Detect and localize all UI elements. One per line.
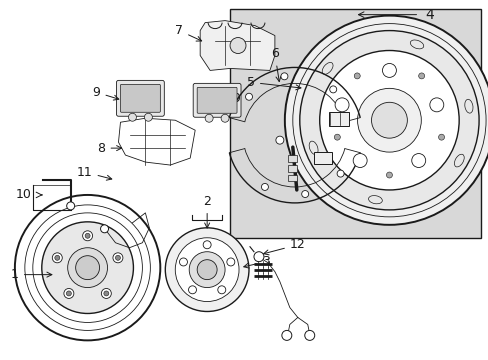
Circle shape [281,73,287,80]
Circle shape [418,73,424,79]
Circle shape [85,233,90,238]
Circle shape [336,170,344,177]
Circle shape [179,258,187,266]
FancyBboxPatch shape [197,87,237,113]
Text: 1: 1 [11,268,52,281]
Circle shape [382,63,396,77]
FancyBboxPatch shape [116,80,164,116]
Circle shape [357,88,421,152]
Text: 11: 11 [77,166,112,180]
Circle shape [221,114,228,122]
Text: 4: 4 [424,8,433,22]
Circle shape [386,172,392,178]
Circle shape [353,73,360,79]
Polygon shape [200,21,274,71]
Circle shape [103,291,109,296]
Circle shape [275,136,283,144]
Circle shape [301,190,308,198]
Text: 5: 5 [246,76,300,90]
FancyBboxPatch shape [288,175,297,181]
Text: 2: 2 [203,195,211,228]
Circle shape [203,241,211,249]
Circle shape [226,258,234,266]
Circle shape [175,238,239,302]
Bar [229,9,480,238]
Circle shape [299,31,478,210]
Circle shape [101,225,108,233]
Circle shape [64,288,74,298]
Circle shape [128,113,136,121]
Circle shape [245,93,252,100]
Circle shape [66,291,71,296]
Circle shape [285,15,488,225]
FancyBboxPatch shape [313,152,331,164]
Circle shape [189,252,224,288]
Circle shape [165,228,248,311]
Text: 9: 9 [216,92,240,105]
Circle shape [429,98,443,112]
Circle shape [334,98,348,112]
Text: 3: 3 [244,255,269,268]
Circle shape [334,134,340,140]
Circle shape [67,248,107,288]
Text: 7: 7 [175,24,201,41]
Circle shape [217,286,225,294]
Circle shape [82,231,92,241]
Circle shape [229,37,245,54]
Circle shape [371,102,407,138]
Circle shape [411,154,425,167]
Circle shape [329,86,336,93]
Circle shape [101,288,111,298]
FancyBboxPatch shape [288,154,297,162]
Circle shape [253,252,264,262]
FancyBboxPatch shape [288,165,297,171]
Circle shape [197,260,217,280]
Circle shape [304,330,314,340]
FancyBboxPatch shape [328,112,348,126]
FancyBboxPatch shape [120,84,160,112]
Text: 6: 6 [343,171,374,185]
Circle shape [66,202,75,210]
Circle shape [41,222,133,314]
Text: 8: 8 [97,141,122,155]
Circle shape [15,195,160,340]
Text: 9: 9 [93,86,119,100]
Circle shape [281,330,291,340]
Text: 6: 6 [270,48,281,82]
Text: 12: 12 [263,238,305,255]
Circle shape [55,255,60,260]
Circle shape [76,256,100,280]
Text: 10: 10 [16,188,32,202]
Circle shape [52,253,62,263]
Circle shape [113,253,122,263]
Circle shape [205,114,213,122]
Circle shape [352,154,366,167]
Circle shape [115,255,120,260]
Circle shape [144,113,152,121]
FancyBboxPatch shape [193,84,241,117]
Circle shape [261,184,268,190]
Circle shape [438,134,444,140]
Circle shape [188,286,196,294]
Circle shape [319,50,458,190]
